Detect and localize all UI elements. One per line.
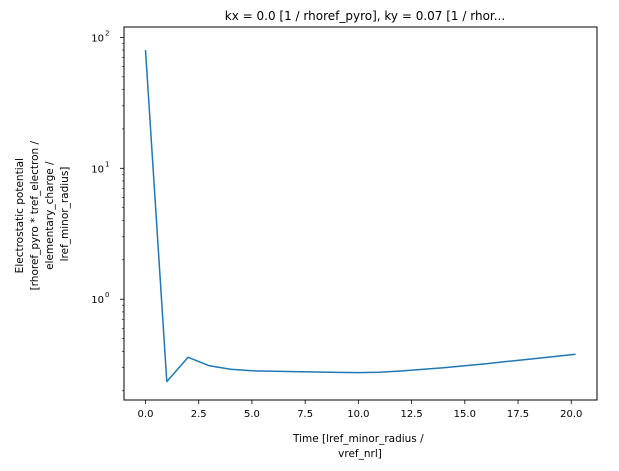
y-tick-label-exponent: 0 (105, 291, 109, 299)
y-axis-label-line-4: lref_minor_radius] (59, 167, 71, 262)
series-layer (144, 50, 576, 383)
x-tick-label: 7.5 (297, 409, 313, 420)
y-axis-label: Electrostatic potential [rhoref_pyro * t… (14, 138, 71, 291)
x-axis-label-line-2: vref_nrl] (338, 448, 382, 460)
y-tick-label: 10 (91, 33, 104, 44)
series-line (144, 50, 576, 383)
x-axis-label: Time [lref_minor_radius / vref_nrl] (292, 433, 427, 460)
plot-area (123, 26, 598, 401)
x-axis-ticks: 0.0 2.5 5.0 7.5 10.0 12.5 15.0 17.5 20.0 (138, 400, 582, 420)
y-axis-label-line-2: [rhoref_pyro * tref_electron / (29, 140, 41, 290)
chart-title: kx = 0.0 [1 / rhoref_pyro], ky = 0.07 [1… (225, 9, 505, 23)
y-axis-label-line-3: elementary_charge / (44, 161, 56, 270)
x-axis-label-line-1: Time [lref_minor_radius / (292, 433, 424, 445)
x-tick-label: 17.5 (507, 409, 529, 420)
x-tick-label: 12.5 (400, 409, 422, 420)
x-tick-label: 20.0 (560, 409, 582, 420)
x-tick-label: 10.0 (347, 409, 369, 420)
x-tick-label: 5.0 (244, 409, 260, 420)
y-tick-label-exponent: 1 (105, 160, 109, 168)
y-tick-label: 10 (91, 164, 104, 175)
x-tick-label: 0.0 (138, 409, 154, 420)
x-tick-label: 2.5 (191, 409, 207, 420)
y-tick-label: 10 (91, 295, 104, 306)
x-tick-label: 15.0 (454, 409, 476, 420)
y-tick-label-exponent: 2 (105, 29, 109, 37)
y-axis-label-line-1: Electrostatic potential (14, 158, 26, 273)
